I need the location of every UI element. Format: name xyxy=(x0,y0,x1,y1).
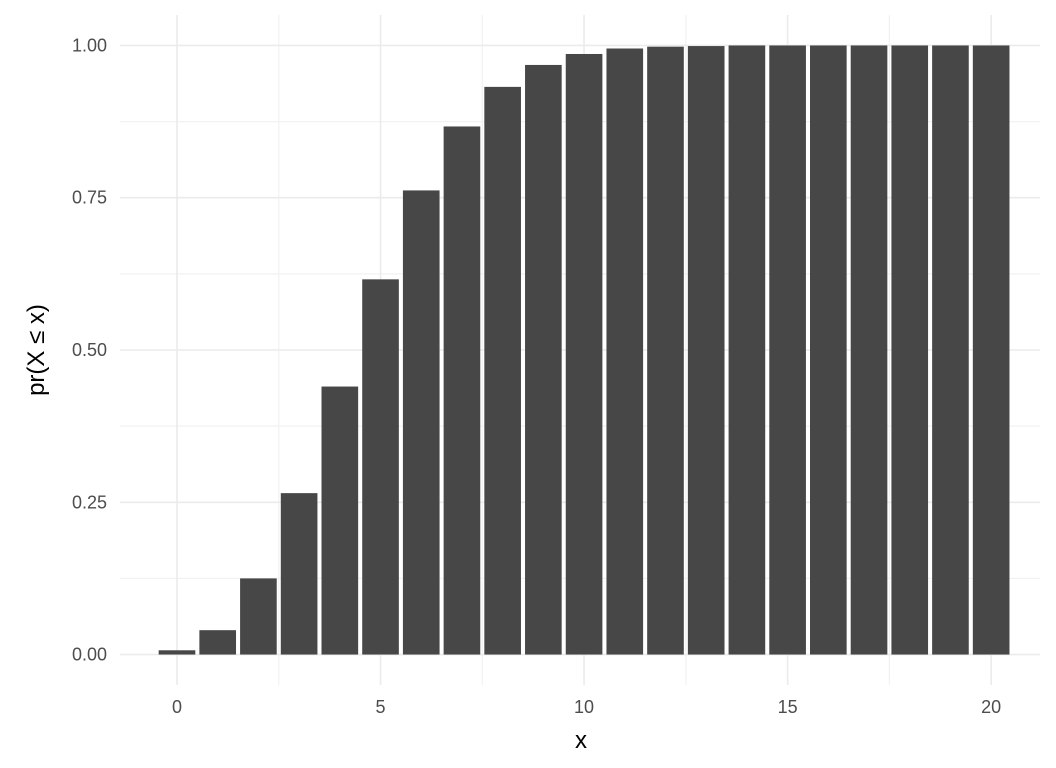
bar xyxy=(362,279,399,655)
bar xyxy=(932,45,969,655)
bar xyxy=(810,45,847,655)
bar xyxy=(647,46,684,655)
x-tick-label: 15 xyxy=(778,697,798,717)
bar xyxy=(525,64,562,655)
bar xyxy=(769,45,806,655)
y-tick-labels: 0.00 0.25 0.50 0.75 1.00 xyxy=(72,35,107,664)
x-tick-label: 0 xyxy=(172,697,182,717)
bars xyxy=(158,45,1010,655)
bar xyxy=(199,630,237,655)
bar xyxy=(443,126,481,655)
y-tick-label: 0.50 xyxy=(72,340,107,360)
bar xyxy=(728,45,766,655)
y-tick-label: 0.00 xyxy=(72,645,107,665)
bar xyxy=(280,493,318,655)
bar xyxy=(402,190,440,655)
y-tick-label: 0.25 xyxy=(72,492,107,512)
y-tick-label: 1.00 xyxy=(72,35,107,55)
bar xyxy=(850,45,888,655)
bar xyxy=(891,45,929,655)
bar xyxy=(972,45,1010,655)
bar xyxy=(565,53,603,655)
bar xyxy=(484,86,521,655)
bar xyxy=(158,650,196,655)
bar xyxy=(240,578,277,655)
bar xyxy=(687,46,725,655)
bar xyxy=(321,386,359,655)
bar xyxy=(606,48,644,655)
x-axis-title: x xyxy=(575,727,587,754)
x-tick-labels: 0 5 10 15 20 xyxy=(172,697,1001,717)
x-tick-label: 5 xyxy=(376,697,386,717)
y-axis-title: pr(X ≤ x) xyxy=(23,304,50,396)
x-tick-label: 20 xyxy=(981,697,1001,717)
x-tick-label: 10 xyxy=(574,697,594,717)
y-tick-label: 0.75 xyxy=(72,188,107,208)
